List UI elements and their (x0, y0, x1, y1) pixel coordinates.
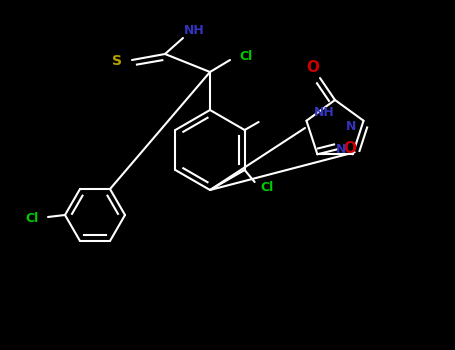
Text: N: N (346, 120, 357, 133)
Text: Cl: Cl (25, 211, 39, 224)
Text: O: O (307, 61, 319, 76)
Text: Cl: Cl (260, 181, 273, 194)
Text: NH: NH (184, 23, 204, 36)
Text: NH: NH (314, 106, 335, 119)
Text: N: N (335, 143, 346, 156)
Text: O: O (343, 141, 356, 156)
Text: S: S (112, 54, 122, 68)
Text: Cl: Cl (239, 50, 253, 63)
